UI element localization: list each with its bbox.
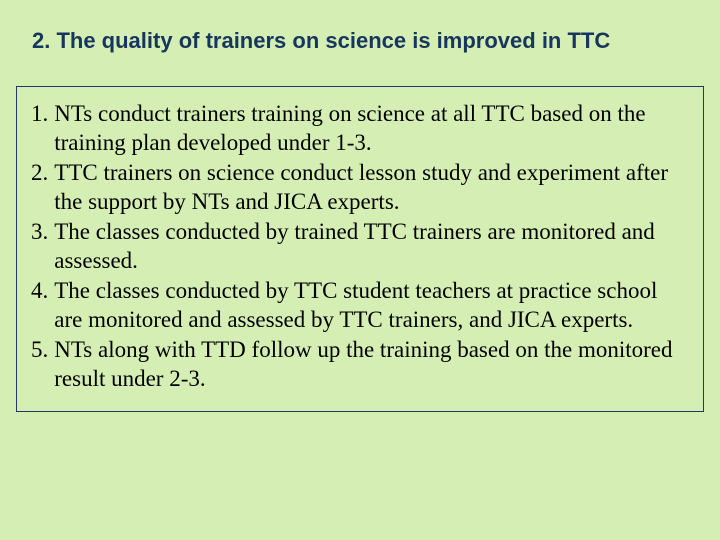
item-number: 3. [31,217,54,276]
item-number: 5. [31,335,54,394]
list-item: 2. TTC trainers on science conduct lesso… [31,158,689,217]
item-number: 2. [31,158,54,217]
item-number: 1. [31,99,54,158]
list-item: 4. The classes conducted by TTC student … [31,276,689,335]
list-item: 3. The classes conducted by trained TTC … [31,217,689,276]
item-text: NTs conduct trainers training on science… [54,99,689,158]
slide: 2. The quality of trainers on science is… [0,0,720,540]
list-item: 5. NTs along with TTD follow up the trai… [31,335,689,394]
item-text: The classes conducted by TTC student tea… [54,276,689,335]
item-number: 4. [31,276,54,335]
item-text: TTC trainers on science conduct lesson s… [54,158,689,217]
content-box: 1. NTs conduct trainers training on scie… [16,86,704,412]
list-item: 1. NTs conduct trainers training on scie… [31,99,689,158]
item-text: NTs along with TTD follow up the trainin… [54,335,689,394]
slide-title: 2. The quality of trainers on science is… [10,28,710,54]
item-text: The classes conducted by trained TTC tra… [54,217,689,276]
